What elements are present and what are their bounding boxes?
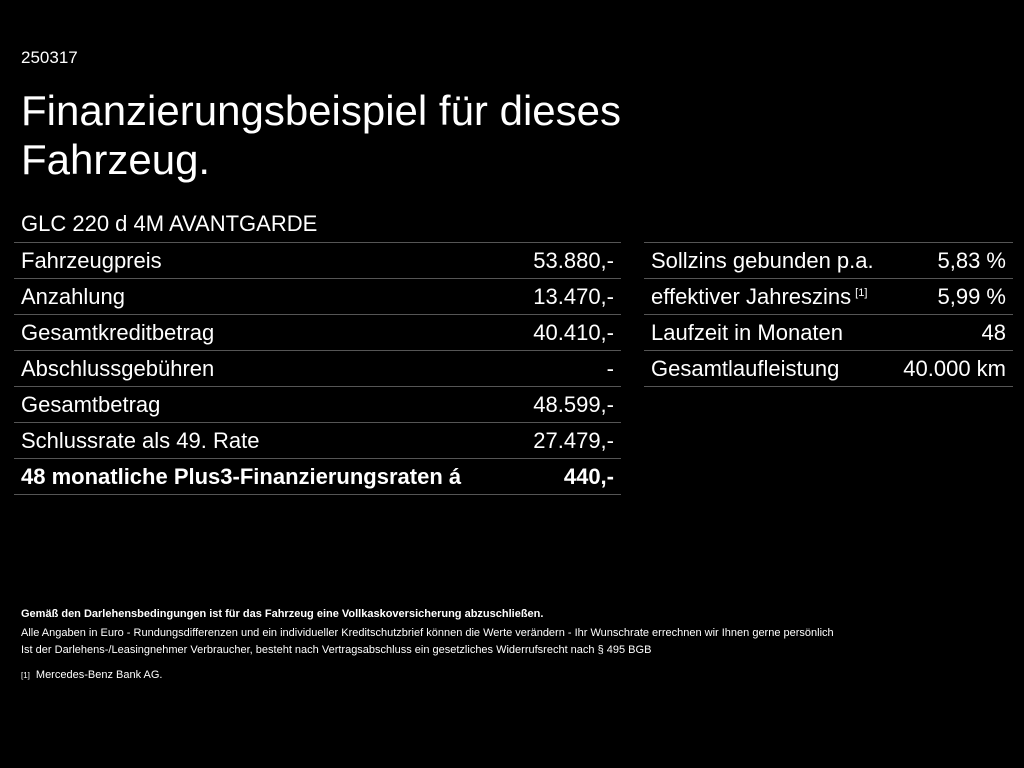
page-title: Finanzierungsbeispiel für dieses Fahrzeu… (21, 87, 621, 183)
row-label: Gesamtbetrag (21, 391, 161, 417)
row-value: 40.000 km (903, 355, 1006, 381)
legal-notes: Gemäß den Darlehensbedingungen ist für d… (21, 605, 834, 685)
table-row: Laufzeit in Monaten 48 (644, 315, 1013, 351)
row-value: 48 (981, 319, 1006, 345)
table-row: Abschlussgebühren - (14, 351, 621, 387)
offer-code: 250317 (21, 48, 78, 67)
withdrawal-line: Ist der Darlehens-/Leasingnehmer Verbrau… (21, 644, 652, 656)
table-row: Fahrzeugpreis 53.880,- (14, 243, 621, 279)
insurance-note: Gemäß den Darlehensbedingungen ist für d… (21, 608, 544, 620)
footnote-marker: [1] (855, 286, 868, 299)
row-label: Gesamtkreditbetrag (21, 319, 215, 345)
vehicle-model: GLC 220 d 4M AVANTGARDE (21, 211, 318, 236)
rates-table: Sollzins gebunden p.a. 5,83 % effektiver… (644, 242, 1013, 387)
monthly-rate-row: 48 monatliche Plus3-Finanzierungsraten á… (14, 459, 621, 495)
table-row: Gesamtbetrag 48.599,- (14, 387, 621, 423)
financing-table: Fahrzeugpreis 53.880,- Anzahlung 13.470,… (14, 242, 621, 495)
table-row: Schlussrate als 49. Rate 27.479,- (14, 423, 621, 459)
row-value: - (606, 355, 614, 381)
footnote-text: Mercedes-Benz Bank AG. (35, 669, 163, 681)
row-label: Schlussrate als 49. Rate (21, 427, 260, 453)
table-row: effektiver Jahreszins [1] 5,99 % (644, 279, 1013, 315)
row-label: Laufzeit in Monaten (651, 319, 844, 345)
row-label: Abschlussgebühren (21, 355, 215, 381)
row-value: 27.479,- (533, 427, 614, 453)
row-value: 13.470,- (533, 283, 614, 309)
row-label: Gesamtlaufleistung (651, 355, 840, 381)
row-value: 440,- (563, 463, 614, 489)
footnote: [1] Mercedes-Benz Bank AG. (21, 666, 834, 685)
row-label: Sollzins gebunden p.a. (651, 247, 874, 273)
row-value: 48.599,- (533, 391, 614, 417)
table-row: Anzahlung 13.470,- (14, 279, 621, 315)
row-value: 53.880,- (533, 247, 614, 273)
row-value: 40.410,- (533, 319, 614, 345)
row-label: effektiver Jahreszins (651, 283, 852, 309)
row-value: 5,83 % (937, 247, 1007, 273)
row-label: 48 monatliche Plus3-Finanzierungsraten á (21, 463, 462, 489)
table-row: Sollzins gebunden p.a. 5,83 % (644, 243, 1013, 279)
row-label: Anzahlung (21, 283, 125, 309)
disclaimer-line: Alle Angaben in Euro - Rundungsdifferenz… (21, 627, 834, 639)
footnote-mark: [1] (21, 671, 30, 680)
row-label: Fahrzeugpreis (21, 247, 162, 273)
row-label-with-footnote: effektiver Jahreszins [1] (651, 284, 867, 310)
row-value: 5,99 % (937, 283, 1007, 309)
table-row: Gesamtlaufleistung 40.000 km (644, 351, 1013, 387)
table-row: Gesamtkreditbetrag 40.410,- (14, 315, 621, 351)
